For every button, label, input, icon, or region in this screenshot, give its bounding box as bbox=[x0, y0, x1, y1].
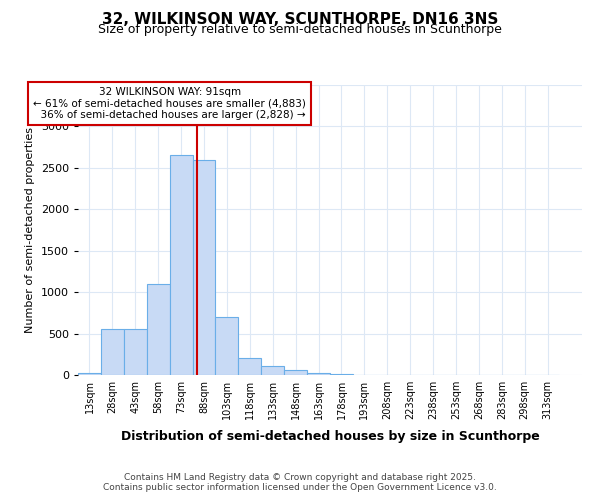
Text: 32, WILKINSON WAY, SCUNTHORPE, DN16 3NS: 32, WILKINSON WAY, SCUNTHORPE, DN16 3NS bbox=[102, 12, 498, 28]
Bar bbox=[193, 160, 215, 375]
Bar bbox=[101, 330, 124, 375]
Text: Size of property relative to semi-detached houses in Scunthorpe: Size of property relative to semi-detach… bbox=[98, 22, 502, 36]
Bar bbox=[330, 374, 353, 375]
Bar bbox=[261, 366, 284, 375]
Bar bbox=[284, 370, 307, 375]
X-axis label: Distribution of semi-detached houses by size in Scunthorpe: Distribution of semi-detached houses by … bbox=[121, 430, 539, 444]
Bar bbox=[238, 358, 261, 375]
Y-axis label: Number of semi-detached properties: Number of semi-detached properties bbox=[25, 127, 35, 333]
Bar bbox=[78, 372, 101, 375]
Bar bbox=[170, 154, 193, 375]
Bar bbox=[147, 284, 170, 375]
Bar bbox=[307, 372, 330, 375]
Text: 32 WILKINSON WAY: 91sqm
← 61% of semi-detached houses are smaller (4,883)
  36% : 32 WILKINSON WAY: 91sqm ← 61% of semi-de… bbox=[33, 87, 306, 120]
Bar bbox=[124, 330, 147, 375]
Bar bbox=[215, 317, 238, 375]
Text: Contains HM Land Registry data © Crown copyright and database right 2025.
Contai: Contains HM Land Registry data © Crown c… bbox=[103, 473, 497, 492]
